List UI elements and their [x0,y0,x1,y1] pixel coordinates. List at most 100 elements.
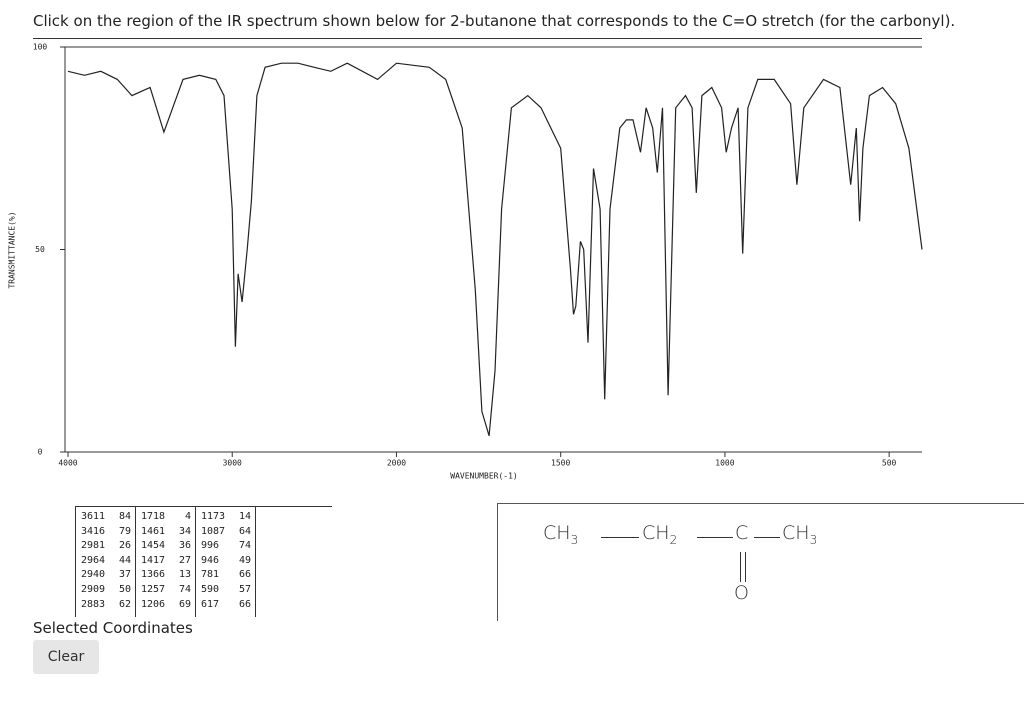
bond [697,537,733,538]
y-tick-label: 0 [38,448,43,457]
peak-transmittance: 69 [178,598,191,610]
peak-wavenumber: 996 [201,540,220,552]
peak-transmittance: 84 [118,511,131,522]
peak-wavenumber: 1461 [141,525,166,537]
peak-row: 996 74 [201,539,251,554]
peak-row: 2883 62 [81,598,131,613]
peak-row: 1461 34 [141,525,191,540]
peak-wavenumber: 1173 [201,511,226,522]
x-tick-label: 2000 [387,459,406,468]
peak-transmittance: 64 [238,525,251,537]
peak-wavenumber: 1257 [141,583,166,595]
peak-transmittance: 26 [118,540,131,552]
peak-wavenumber: 617 [201,598,220,610]
peak-transmittance: 57 [238,583,251,595]
x-tick-label: 1000 [715,459,734,468]
peak-table: 3611 84 3416 79 2981 26 2964 44 2940 37 2909 50 2883… [75,506,332,617]
peak-transmittance: 13 [178,569,191,581]
spectrum-line [67,62,923,436]
peak-wavenumber: 1366 [141,569,166,581]
y-axis-label: TRANSMITTANCE(%) [8,211,17,288]
peak-transmittance: 49 [238,554,251,566]
peak-row: 1718 4 [141,510,191,525]
peak-row: 2909 50 [81,583,131,598]
spectrum-chart[interactable]: 0 50 100 4000 3000 2000 1500 1000 500 WAVENUMBER(… [0,0,1024,495]
x-axis-label: WAVENUMBER(-1) [450,472,517,481]
bond [754,537,780,538]
bond [601,537,639,538]
peak-wavenumber: 1417 [141,554,166,566]
peak-transmittance: 66 [238,569,251,581]
peak-column: 3611 84 3416 79 2981 26 2964 44 2940 37 2909 50 2883… [76,507,136,617]
peak-row: 1173 14 [201,510,251,525]
peak-wavenumber: 2981 [81,540,106,552]
peak-transmittance: 79 [118,525,131,537]
peak-transmittance: 74 [238,540,251,552]
peak-transmittance: 74 [178,583,191,595]
peak-transmittance: 34 [178,525,191,537]
oxygen: O [734,582,749,604]
peak-row: 1087 64 [201,525,251,540]
peak-row: 617 66 [201,598,251,613]
peak-wavenumber: 3416 [81,525,106,537]
peak-wavenumber: 2964 [81,554,106,566]
clear-button[interactable]: Clear [33,640,99,674]
peak-row: 1366 13 [141,568,191,583]
x-tick-label: 500 [882,459,897,468]
peak-row: 2981 26 [81,539,131,554]
group: C [735,522,748,544]
peak-row: 1257 74 [141,583,191,598]
peak-transmittance: 27 [178,554,191,566]
peak-column: 1718 4 1461 34 1454 36 1417 27 1366 13 1257 74 1206 6… [136,507,196,617]
peak-row: 2964 44 [81,554,131,569]
group-text: CH [782,522,810,544]
peak-row: 1417 27 [141,554,191,569]
peak-row: 590 57 [201,583,251,598]
peak-row: 1206 69 [141,598,191,613]
peak-row: 781 66 [201,568,251,583]
divider [33,38,922,39]
peak-transmittance: 14 [238,511,251,522]
group-text: C [735,522,749,544]
peak-transmittance: 44 [118,554,131,566]
peak-wavenumber: 2909 [81,583,106,595]
y-tick-label: 50 [35,245,45,254]
selected-label: Selected Coordinates [33,619,193,637]
group-subscript: 2 [669,532,678,547]
peak-transmittance: 4 [184,511,191,522]
x-tick-label: 4000 [58,459,77,468]
peak-wavenumber: 1454 [141,540,166,552]
peak-transmittance: 37 [118,569,131,581]
group-text: CH [543,522,571,544]
peak-column: 1173 14 1087 64 996 74 946 49 781 66 590 57 617 66 [196,507,256,617]
peak-wavenumber: 2940 [81,569,106,581]
x-tick-label: 1500 [551,459,570,468]
peak-row: 3611 84 [81,510,131,525]
peak-row: 946 49 [201,554,251,569]
double-bond [740,552,746,582]
molecule: O CH3 CH2 C CH3 [497,503,1024,621]
question: Click on the region of the IR spectrum s… [33,12,956,30]
peak-wavenumber: 2883 [81,598,106,610]
peak-row: 3416 79 [81,525,131,540]
x-tick-label: 3000 [223,459,242,468]
peak-transmittance: 66 [238,598,251,610]
peak-transmittance: 36 [178,540,191,552]
peak-row: 1454 36 [141,539,191,554]
group-subscript: 3 [570,532,579,547]
peak-wavenumber: 946 [201,554,220,566]
peak-wavenumber: 1718 [141,511,166,522]
peak-transmittance: 62 [118,598,131,610]
y-tick-label: 100 [33,43,48,52]
group: CH2 [642,522,677,547]
peak-transmittance: 50 [118,583,131,595]
group: CH3 [543,522,578,547]
group: CH3 [782,522,817,547]
peak-wavenumber: 3611 [81,511,106,522]
group-text: CH [642,522,670,544]
peak-row: 2940 37 [81,568,131,583]
peak-wavenumber: 1087 [201,525,226,537]
peak-wavenumber: 781 [201,569,220,581]
peak-wavenumber: 1206 [141,598,166,610]
